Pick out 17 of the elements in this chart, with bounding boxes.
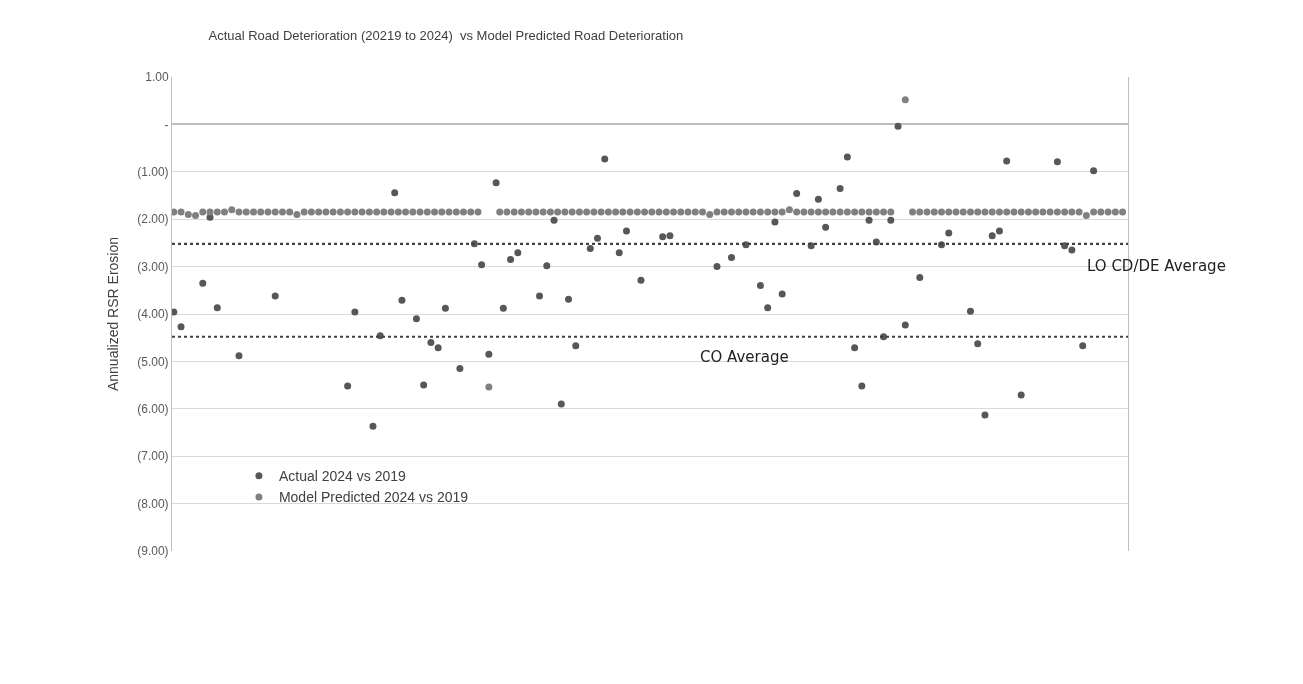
y-tick-label: (1.00) [137,165,169,179]
y-tick-label: (5.00) [137,354,169,369]
y-tick-label: (6.00) [137,402,169,416]
y-tick-label: - [164,117,169,132]
legend-label: Model Predicted 2024 vs 2019 [278,489,469,506]
y-tick-label: (4.00) [137,307,169,322]
y-tick-label: (9.00) [137,544,169,559]
ref-line-label: LO CD/DE Average [1087,257,1226,275]
y-tick-label: (3.00) [137,259,169,274]
y-tick-label: (8.00) [137,496,169,511]
y-tick-label: 1.00 [145,70,169,85]
y-tick-label: (7.00) [137,449,169,464]
y-tick-label: (2.00) [137,212,169,227]
y-axis-title: Annualized RSR Erosion [104,236,121,392]
ref-line-label: CO Average [700,348,789,366]
chart-title: Actual Road Deterioration (20219 to 2024) vs Model Predicted Road Deterioration [208,27,684,43]
legend-label: Actual 2024 vs 2019 [278,468,406,485]
